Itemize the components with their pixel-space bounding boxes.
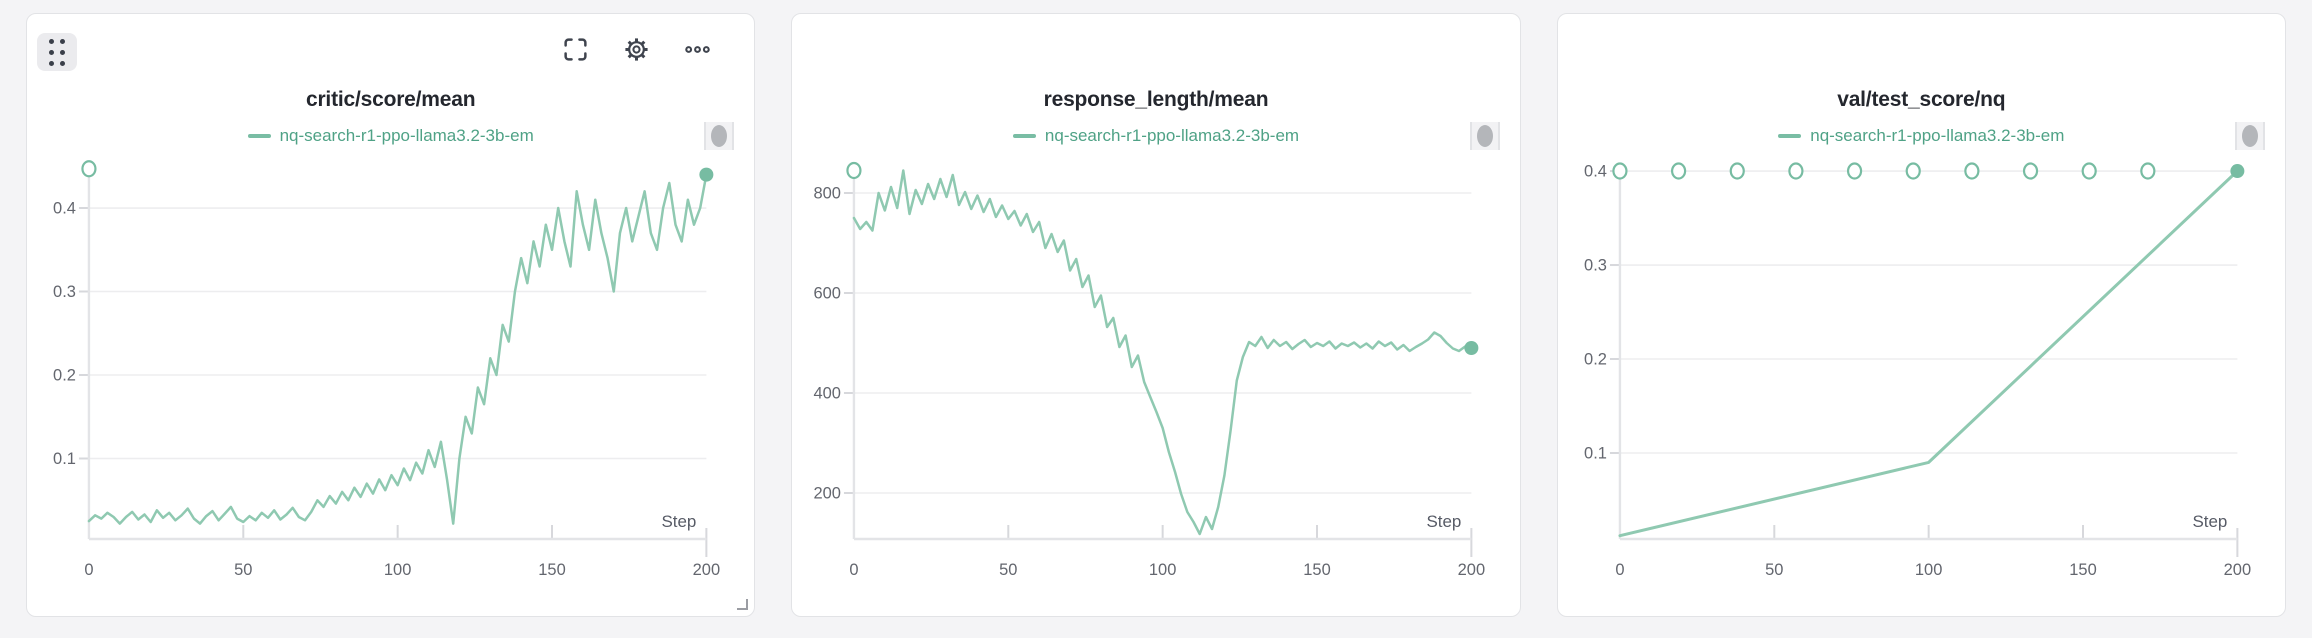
y-tick-label: 600: [814, 284, 842, 302]
y-tick-label: 0.4: [53, 200, 76, 218]
x-tick-label: 0: [84, 561, 93, 579]
x-tick-label: 200: [693, 561, 721, 579]
drag-handle-dots-icon: [49, 39, 54, 44]
sample-point-marker[interactable]: [1670, 162, 1686, 180]
chart-title: response_length/mean: [1043, 88, 1269, 111]
x-tick-label: 200: [2223, 561, 2251, 579]
fullscreen-icon[interactable]: [562, 36, 589, 63]
y-tick-label: 0.2: [1584, 351, 1607, 369]
sample-point-marker[interactable]: [1905, 162, 1921, 180]
latest-point-marker[interactable]: [1464, 341, 1479, 355]
chart-legend: nq-search-r1-ppo-llama3.2-3b-em: [792, 126, 1519, 146]
y-tick-label: 800: [814, 184, 842, 202]
chart-legend: nq-search-r1-ppo-llama3.2-3b-em: [1558, 126, 2285, 146]
x-tick-label: 100: [1915, 561, 1943, 579]
sample-point-marker[interactable]: [1612, 162, 1628, 180]
chart-canvas-critic-score-mean[interactable]: 0.1 0.2 0.3 0.4 0 50 100 150 200 Step: [27, 144, 754, 604]
sample-point-marker[interactable]: [1963, 162, 1980, 180]
x-tick-label: 0: [1615, 561, 1624, 579]
legend-run-indicator[interactable]: [1469, 122, 1500, 150]
chart-title: val/test_score/nq: [1837, 88, 2006, 111]
chart-title: critic/score/mean: [305, 88, 476, 111]
sample-point-marker[interactable]: [2022, 162, 2038, 180]
sample-point-marker[interactable]: [2081, 162, 2097, 180]
run-indicator-blob-icon: [2241, 125, 2258, 147]
drag-handle[interactable]: [37, 33, 77, 71]
legend-run-indicator[interactable]: [704, 122, 735, 150]
latest-point-marker[interactable]: [699, 167, 714, 182]
overflow-menu-icon[interactable]: [684, 36, 711, 63]
y-tick-label: 0.4: [1584, 163, 1607, 181]
x-tick-label: 0: [850, 561, 859, 579]
panel-critic-score-mean: critic/score/mean nq-search-r1-ppo-llama…: [26, 13, 756, 617]
x-tick-label: 50: [999, 561, 1017, 579]
y-tick-label: 0.1: [1584, 444, 1607, 462]
gear-icon[interactable]: [623, 36, 650, 63]
run-indicator-blob-icon: [1476, 125, 1493, 147]
legend-line-swatch: [1012, 134, 1036, 138]
legend-run-name[interactable]: nq-search-r1-ppo-llama3.2-3b-em: [1810, 126, 2065, 145]
y-tick-label: 0.2: [53, 367, 76, 385]
sample-point-marker[interactable]: [81, 160, 97, 178]
sample-point-marker[interactable]: [1787, 162, 1804, 180]
sample-point-marker[interactable]: [1846, 162, 1862, 180]
y-tick-label: 0.3: [1584, 257, 1607, 275]
run-indicator-blob-icon: [711, 125, 728, 147]
x-axis-label: Step: [2192, 512, 2227, 531]
x-tick-label: 50: [1765, 561, 1783, 579]
series-line[interactable]: [1618, 169, 2239, 538]
legend-line-swatch: [247, 134, 271, 138]
series-line[interactable]: [87, 173, 708, 525]
sample-point-marker[interactable]: [2139, 162, 2156, 180]
panel-val-test-score-nq: val/test_score/nq nq-search-r1-ppo-llama…: [1556, 13, 2286, 617]
y-tick-label: 0.3: [53, 283, 76, 301]
sample-point-marker[interactable]: [846, 161, 862, 180]
latest-point-marker[interactable]: [2230, 164, 2245, 179]
x-tick-label: 100: [1149, 561, 1177, 579]
legend-run-name[interactable]: nq-search-r1-ppo-llama3.2-3b-em: [279, 126, 534, 145]
panel-resize-handle[interactable]: [737, 599, 749, 610]
x-tick-label: 50: [234, 561, 252, 579]
x-tick-label: 150: [1304, 561, 1332, 579]
x-tick-label: 200: [1458, 561, 1486, 579]
legend-line-swatch: [1778, 134, 1802, 138]
series-line[interactable]: [853, 169, 1473, 536]
chart-legend: nq-search-r1-ppo-llama3.2-3b-em: [27, 126, 754, 146]
x-axis-label: Step: [1427, 512, 1462, 531]
x-axis-label: Step: [661, 512, 696, 531]
panel-response-length-mean: response_length/mean nq-search-r1-ppo-ll…: [791, 13, 1521, 617]
x-tick-label: 150: [2069, 561, 2097, 579]
chart-canvas-response-length-mean[interactable]: 200 400 600 800 0 50 100 150 200 Step: [792, 144, 1519, 604]
chart-canvas-val-test-score-nq[interactable]: 0.1 0.2 0.3 0.4 0 50 100 150 200 Step: [1558, 144, 2285, 604]
y-tick-label: 400: [814, 384, 842, 402]
sample-point-marker[interactable]: [1729, 162, 1745, 180]
y-tick-label: 0.1: [53, 450, 76, 468]
x-tick-label: 100: [384, 561, 412, 579]
legend-run-name[interactable]: nq-search-r1-ppo-llama3.2-3b-em: [1044, 126, 1300, 145]
panel-toolbar: [562, 36, 711, 63]
y-tick-label: 200: [814, 484, 842, 502]
x-tick-label: 150: [538, 561, 566, 579]
legend-run-indicator[interactable]: [2234, 122, 2265, 150]
